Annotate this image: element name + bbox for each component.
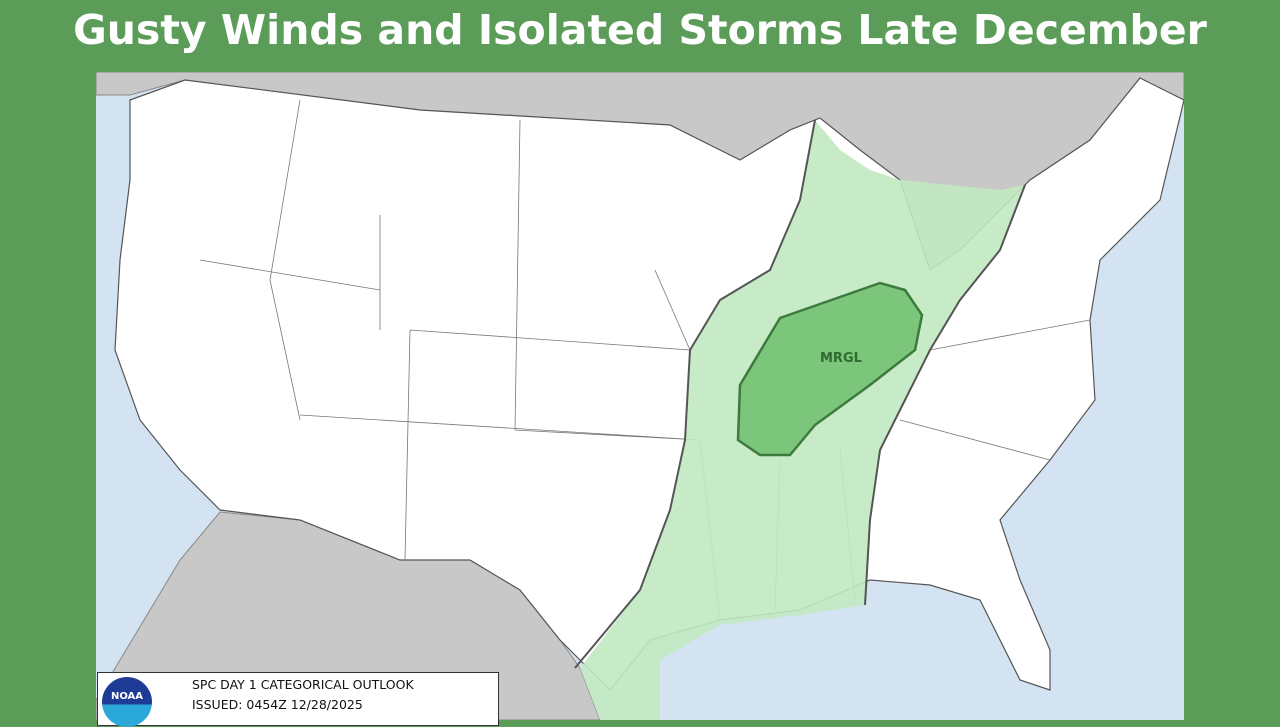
mrgl-label: MRGL: [820, 351, 862, 366]
issued-time: ISSUED: 0454Z 12/28/2025: [192, 697, 363, 712]
noaa-logo-text: NOAA: [110, 691, 144, 702]
tstm-outline-east: [864, 184, 1026, 606]
mrgl-risk-area: [736, 281, 924, 457]
noaa-logo: NOAA: [102, 677, 152, 727]
page-title: Gusty Winds and Isolated Storms Late Dec…: [73, 6, 1207, 54]
outlook-legend: NOAA SPC DAY 1 CATEGORICAL OUTLOOK ISSUE…: [97, 672, 499, 727]
outlook-map: MRGL: [96, 72, 1184, 720]
tstm-outline-west: [574, 119, 816, 669]
outlook-title: SPC DAY 1 CATEGORICAL OUTLOOK: [192, 677, 414, 692]
